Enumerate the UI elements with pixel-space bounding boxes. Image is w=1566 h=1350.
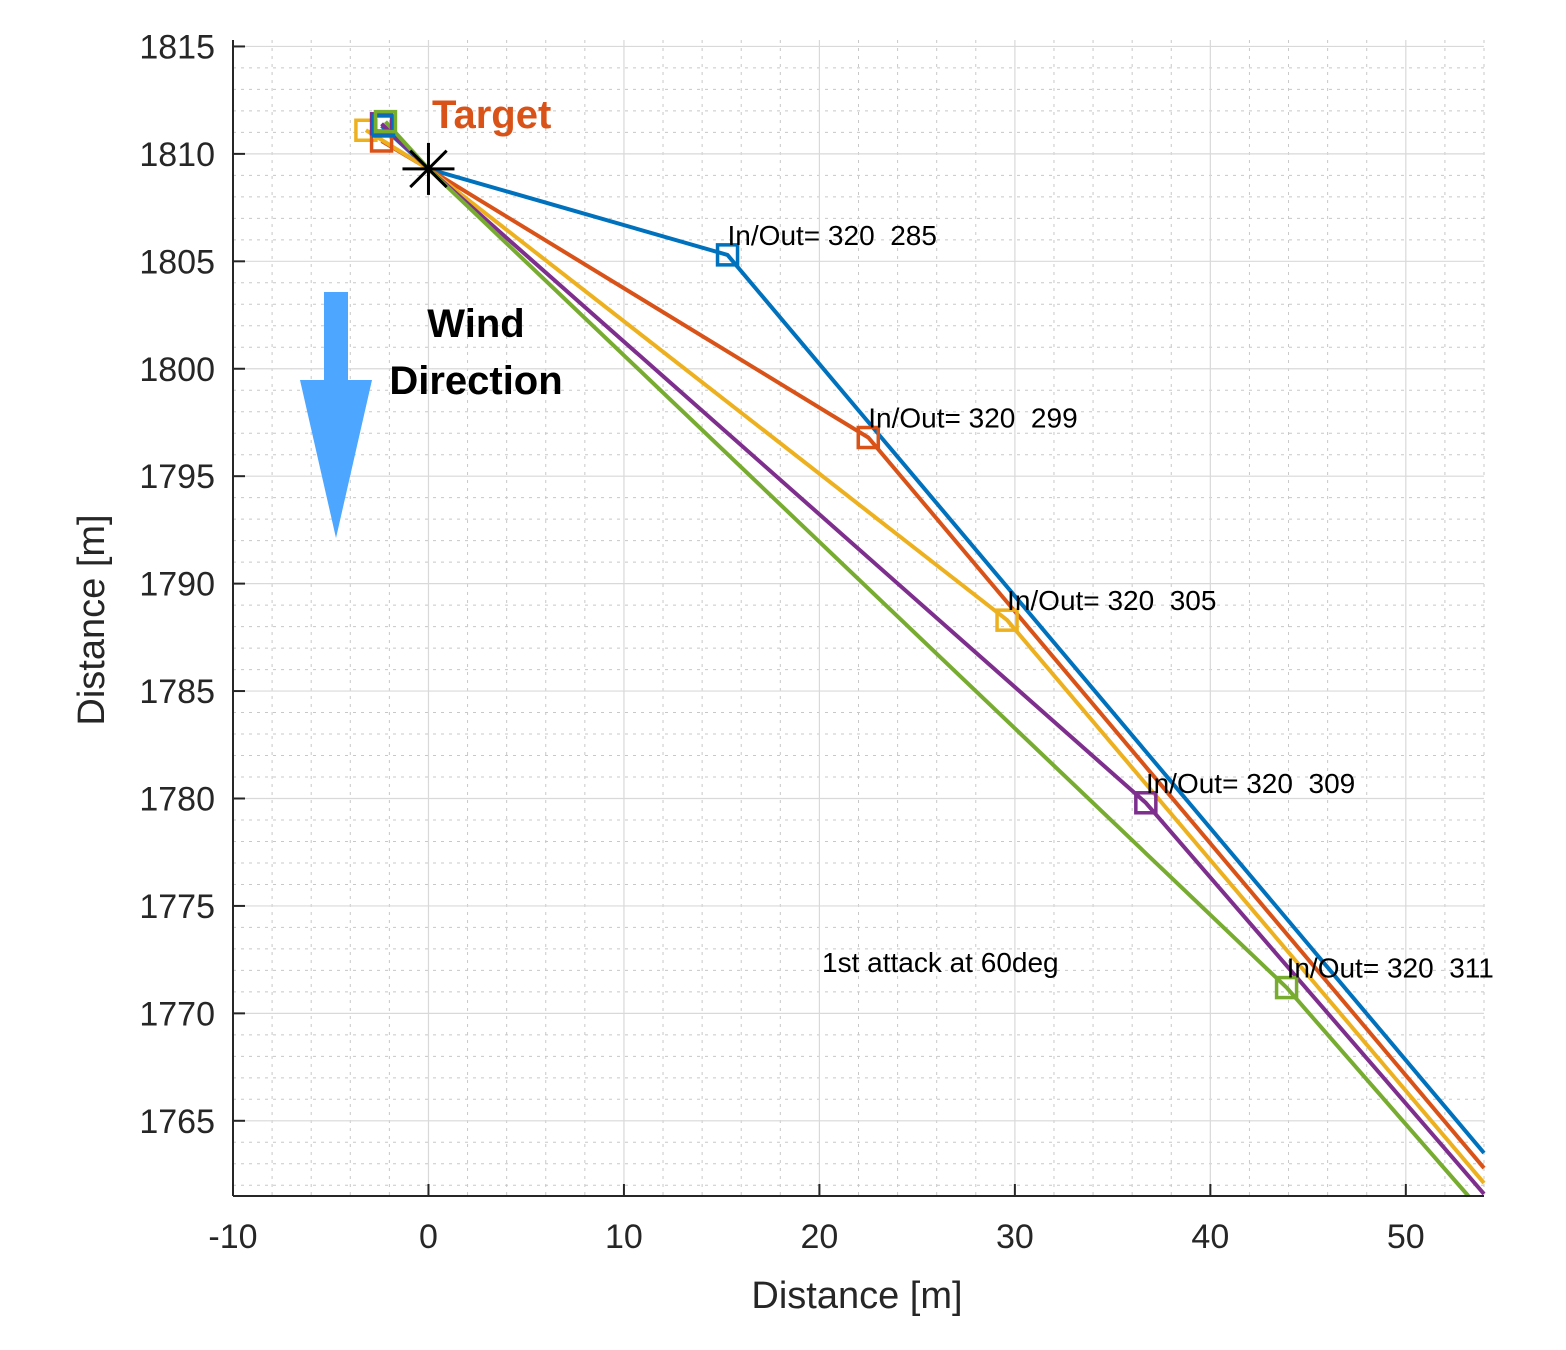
series-group xyxy=(364,120,1486,1198)
y-tick-label: 1770 xyxy=(139,995,215,1033)
waypoint-marker-3 xyxy=(995,608,1019,632)
y-tick-label: 1790 xyxy=(139,566,215,604)
waypoint-annotation-1: In/Out= 320 285 xyxy=(728,220,937,251)
label-group: In/Out= 320 285 In/Out= 320 299 In/Out= 32… xyxy=(728,220,1494,984)
y-tick-label: 1795 xyxy=(139,458,215,496)
x-tick-label: 50 xyxy=(1387,1218,1425,1256)
x-tick-label: -10 xyxy=(208,1218,257,1256)
y-tick-label: 1775 xyxy=(139,888,215,926)
x-tick-label: 10 xyxy=(605,1218,643,1256)
start-marker-4 xyxy=(371,114,396,138)
waypoint-marker-4 xyxy=(1134,791,1158,815)
x-tick-label: 0 xyxy=(419,1218,438,1256)
grid xyxy=(232,40,1485,1196)
waypoint-marker-1 xyxy=(715,243,740,267)
waypoint-annotation-4: In/Out= 320 309 xyxy=(1146,768,1355,799)
waypoint-marker-2 xyxy=(856,425,881,450)
attack-note: 1st attack at 60deg xyxy=(822,947,1059,978)
marker-group xyxy=(354,109,1299,1000)
y-tick-label: 1800 xyxy=(139,351,215,389)
x-tick-label: 40 xyxy=(1191,1218,1229,1256)
waypoint-annotation-2: In/Out= 320 299 xyxy=(868,403,1077,434)
y-axis-title: Distance [m] xyxy=(71,514,113,725)
x-tick-label: 20 xyxy=(800,1218,838,1256)
start-marker-3 xyxy=(369,112,394,136)
wind-label-line2: Direction xyxy=(389,359,562,403)
y-tick-label: 1785 xyxy=(139,673,215,711)
y-tick-label: 1780 xyxy=(139,780,215,818)
series-line-4 xyxy=(380,122,1486,1196)
y-tick-label: 1815 xyxy=(139,28,215,66)
waypoint-annotation-3: In/Out= 320 305 xyxy=(1007,585,1216,616)
wind-label-line1: Wind xyxy=(427,302,524,346)
target-marker xyxy=(402,142,455,195)
x-axis-title: Distance [m] xyxy=(751,1275,962,1317)
wind-arrow-head xyxy=(300,380,372,538)
series-line-3 xyxy=(364,128,1486,1185)
y-tick-label: 1810 xyxy=(139,136,215,174)
series-line-2 xyxy=(380,139,1486,1170)
axes: -10 0 10 20 30 40 50 1765 1770 1775 1780 1785 1790 17… xyxy=(139,28,1484,1256)
wind-arrow-shaft xyxy=(324,292,348,382)
wind-arrow xyxy=(300,292,372,538)
y-tick-label: 1765 xyxy=(139,1103,215,1141)
start-marker-5 xyxy=(373,109,398,134)
target-label: Target xyxy=(432,93,551,137)
waypoint-marker-5 xyxy=(1274,975,1299,1000)
target-marker-stroke xyxy=(409,149,448,189)
x-tick-label: 30 xyxy=(996,1218,1034,1256)
y-tick-label: 1805 xyxy=(139,243,215,281)
waypoint-annotation-5: In/Out= 320 311 xyxy=(1287,953,1494,984)
series-line-5 xyxy=(384,120,1470,1198)
